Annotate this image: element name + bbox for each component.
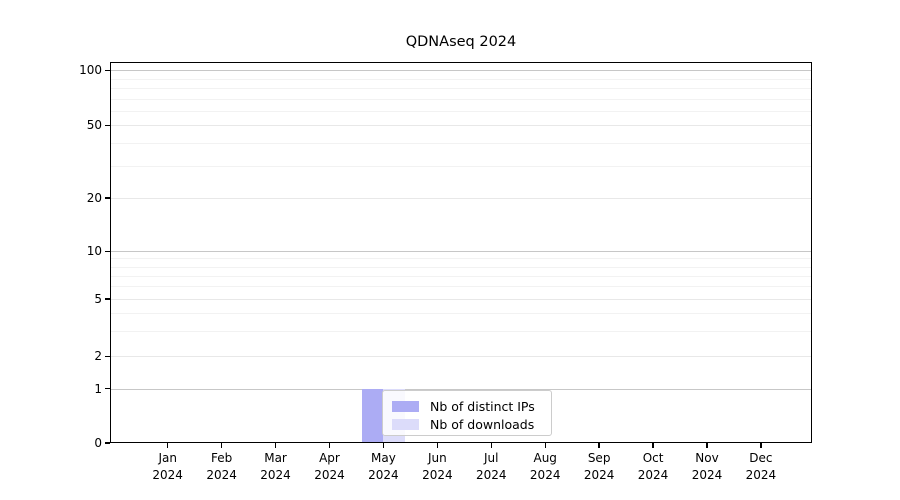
legend-label-distinct-ips: Nb of distinct IPs xyxy=(430,398,535,414)
legend: Nb of distinct IPs Nb of downloads xyxy=(382,390,552,436)
y-tick-label: 2 xyxy=(94,349,102,364)
y-tick-mark xyxy=(105,355,110,357)
y-tick-label: 20 xyxy=(86,190,102,205)
x-tick-label-year: 2024 xyxy=(637,467,669,482)
chart-title: QDNAseq 2024 xyxy=(405,34,517,50)
y-tick-label: 1 xyxy=(94,381,102,396)
legend-label-downloads: Nb of downloads xyxy=(430,416,535,432)
minor-gridline xyxy=(110,110,812,112)
x-tick-label-year: 2024 xyxy=(368,467,399,482)
x-tick-label: Aug 2024 xyxy=(513,450,577,483)
minor-gridline xyxy=(110,78,812,80)
y-tick-mark xyxy=(105,197,110,199)
y-tick-label: 50 xyxy=(86,118,102,133)
y-tick-mark xyxy=(105,69,110,72)
minor-gridline xyxy=(110,98,812,100)
x-tick-label: Jun 2024 xyxy=(405,450,469,483)
x-tick-mark xyxy=(490,443,492,448)
x-tick-label-year: 2024 xyxy=(691,467,723,482)
x-tick-label-year: 2024 xyxy=(475,467,507,482)
x-tick-mark xyxy=(167,443,169,448)
x-tick-mark xyxy=(544,443,546,448)
major-gridline xyxy=(110,356,812,358)
y-tick-label: 5 xyxy=(94,291,102,306)
x-tick-label-year: 2024 xyxy=(529,467,561,482)
major-gridline xyxy=(110,298,812,300)
minor-gridline xyxy=(110,312,812,314)
y-tick-mark xyxy=(105,250,110,252)
y-tick-label: 100 xyxy=(79,63,102,78)
x-tick-label: Nov 2024 xyxy=(675,450,739,483)
x-tick-label-year: 2024 xyxy=(152,467,183,482)
minor-gridline xyxy=(110,330,812,332)
x-tick-mark xyxy=(328,443,331,448)
minor-gridline xyxy=(110,258,812,260)
x-tick-label: Mar 2024 xyxy=(244,450,308,483)
minor-gridline xyxy=(110,266,812,268)
x-tick-mark xyxy=(436,443,439,448)
x-tick-label: Feb 2024 xyxy=(190,450,254,483)
x-tick-mark xyxy=(598,443,600,448)
x-tick-mark xyxy=(652,443,654,448)
major-gridline xyxy=(110,388,812,390)
x-tick-mark xyxy=(760,443,762,448)
y-tick-mark xyxy=(105,298,110,300)
x-tick-label-year: 2024 xyxy=(745,467,777,482)
plot-area xyxy=(110,62,812,443)
x-tick-label-year: 2024 xyxy=(260,467,291,482)
x-tick-mark xyxy=(706,443,708,448)
x-tick-label: May 2024 xyxy=(351,450,415,483)
x-tick-label-year: 2024 xyxy=(583,467,615,482)
bar-distinct-ips-may xyxy=(361,388,384,443)
legend-item-downloads: Nb of downloads xyxy=(392,415,542,433)
y-tick-label: 10 xyxy=(86,244,102,259)
x-tick-label-year: 2024 xyxy=(422,467,453,482)
x-tick-mark xyxy=(382,443,385,448)
x-tick-label: Jul 2024 xyxy=(459,450,523,483)
x-tick-mark xyxy=(274,443,277,448)
legend-swatch-distinct-ips xyxy=(392,400,419,412)
x-tick-label: Dec 2024 xyxy=(729,450,793,483)
x-tick-label: Jan 2024 xyxy=(136,450,200,483)
major-gridline xyxy=(110,251,812,253)
x-tick-label-year: 2024 xyxy=(314,467,345,482)
major-gridline xyxy=(110,70,812,72)
major-gridline xyxy=(110,197,812,199)
y-tick-mark xyxy=(105,442,110,444)
major-gridline xyxy=(110,125,812,127)
minor-gridline xyxy=(110,275,812,277)
x-tick-mark xyxy=(220,443,223,448)
minor-gridline xyxy=(110,165,812,167)
y-tick-mark xyxy=(105,387,110,390)
legend-swatch-downloads xyxy=(392,418,419,430)
x-tick-label: Oct 2024 xyxy=(621,450,685,483)
minor-gridline xyxy=(110,88,812,90)
minor-gridline xyxy=(110,143,812,145)
x-tick-label: Sep 2024 xyxy=(567,450,631,483)
x-tick-label: Apr 2024 xyxy=(297,450,361,483)
legend-item-distinct-ips: Nb of distinct IPs xyxy=(392,397,542,415)
x-tick-label-year: 2024 xyxy=(206,467,237,482)
minor-gridline xyxy=(110,286,812,288)
y-tick-label: 0 xyxy=(94,436,102,450)
y-tick-mark xyxy=(105,124,110,127)
